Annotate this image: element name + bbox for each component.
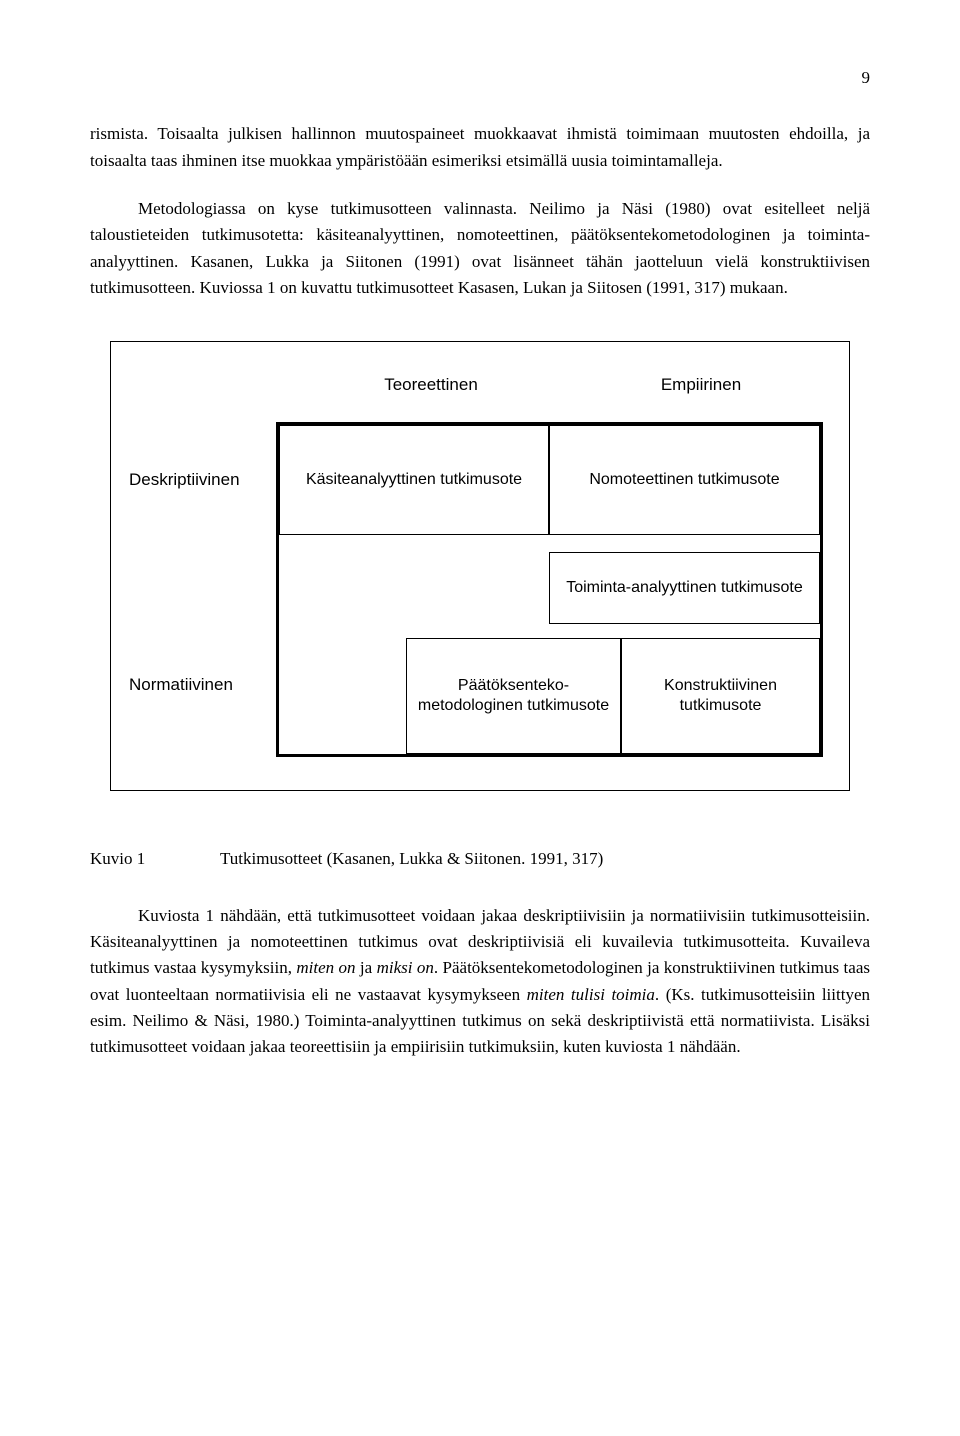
diagram-cell-conceptual: Käsiteanalyyttinen tutkimusote	[279, 425, 549, 535]
p3-run-c: ja	[356, 958, 377, 977]
p3-run-d-italic: miksi on	[377, 958, 434, 977]
diagram-cell-constructive: Konstruktiivinen tutkimusote	[621, 638, 820, 754]
paragraph-2: Metodologiassa on kyse tutkimusotteen va…	[90, 196, 870, 301]
research-approaches-diagram: Teoreettinen Empiirinen Deskriptiivinen …	[110, 341, 850, 791]
figure-caption-text: Tutkimusotteet (Kasanen, Lukka & Siitone…	[220, 846, 870, 872]
diagram-cell-action-analytic: Toiminta-analyyttinen tutkimusote	[549, 552, 820, 624]
diagram-row-descriptive: Deskriptiivinen	[129, 467, 269, 493]
figure-caption-label: Kuvio 1	[90, 846, 220, 872]
diagram-cell-decision-method: Päätöksenteko- metodologinen tutkimusote	[406, 638, 621, 754]
figure-caption: Kuvio 1 Tutkimusotteet (Kasanen, Lukka &…	[90, 846, 870, 872]
diagram-row-normative: Normatiivinen	[129, 672, 269, 698]
paragraph-1: rismista. Toisaalta julkisen hallinnon m…	[90, 121, 870, 174]
diagram-header-empirical: Empiirinen	[601, 372, 801, 398]
diagram-cell-nomothetic: Nomoteettinen tutkimusote	[549, 425, 820, 535]
diagram-header-theoretical: Teoreettinen	[331, 372, 531, 398]
page-number: 9	[90, 65, 870, 91]
p3-run-b-italic: miten on	[296, 958, 355, 977]
p3-run-f-italic: miten tulisi toimia	[527, 985, 655, 1004]
paragraph-3: Kuviosta 1 nähdään, että tutkimusotteet …	[90, 903, 870, 1061]
